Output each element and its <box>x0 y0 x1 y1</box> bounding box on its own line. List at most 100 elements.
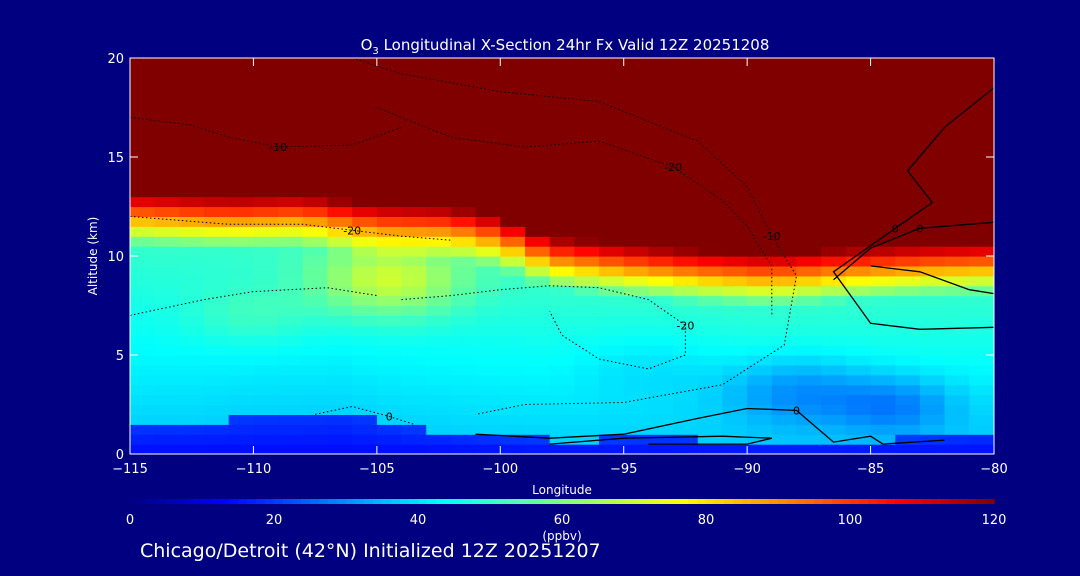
ozone-cell <box>302 87 329 99</box>
ozone-cell <box>919 206 946 217</box>
ozone-cell <box>228 256 254 267</box>
ozone-cell <box>278 226 304 237</box>
ozone-cell <box>895 137 921 148</box>
ozone-cell <box>327 87 353 99</box>
ozone-cell <box>204 77 230 89</box>
y-tick-label: 10 <box>107 250 124 265</box>
ozone-cell <box>500 424 526 435</box>
ozone-cell <box>821 157 847 168</box>
colorbar-segment <box>418 499 428 504</box>
ozone-cell <box>278 246 304 257</box>
ozone-cell <box>450 166 477 178</box>
ozone-cell <box>969 325 994 336</box>
ozone-cell <box>278 394 304 406</box>
ozone-cell <box>278 355 304 366</box>
colorbar-tick-label: 0 <box>126 513 134 528</box>
ozone-cell <box>500 147 526 158</box>
ozone-cell <box>302 384 329 396</box>
ozone-cell <box>401 384 427 396</box>
ozone-cell <box>130 345 156 356</box>
ozone-cell <box>302 315 329 326</box>
ozone-cell <box>450 147 477 158</box>
ozone-cell <box>648 295 674 307</box>
ozone-cell <box>673 97 699 109</box>
ozone-cell <box>204 87 230 99</box>
ozone-cell <box>228 394 254 406</box>
ozone-cell <box>401 127 427 138</box>
ozone-cell <box>821 374 847 386</box>
ozone-cell <box>130 295 156 307</box>
ozone-cell <box>919 434 946 445</box>
ozone-cell <box>870 374 896 386</box>
ozone-cell <box>771 216 798 227</box>
ozone-cell <box>919 414 946 425</box>
ozone-cell <box>401 265 427 277</box>
ozone-cell <box>450 107 477 118</box>
ozone-cell <box>944 236 970 247</box>
ozone-cell <box>204 117 230 128</box>
ozone-cell <box>426 157 452 168</box>
ozone-cell <box>352 295 378 307</box>
ozone-cell <box>895 424 921 435</box>
colorbar-segment <box>598 499 608 504</box>
colorbar-segment <box>922 499 932 504</box>
ozone-cell <box>302 107 329 118</box>
ozone-cell <box>500 345 526 356</box>
colorbar-segment <box>589 499 599 504</box>
ozone-cell <box>845 196 872 208</box>
ozone-cell <box>919 315 946 326</box>
ozone-cell <box>648 117 674 128</box>
colorbar-segment <box>751 499 761 504</box>
ozone-cell <box>969 335 994 346</box>
ozone-cell <box>549 196 575 208</box>
ozone-cell <box>401 285 427 297</box>
contour-line <box>401 285 686 370</box>
ozone-cell <box>845 325 872 336</box>
ozone-cell <box>228 414 254 425</box>
ozone-cell <box>401 414 427 425</box>
ozone-cell <box>401 87 427 99</box>
ozone-cell <box>549 186 575 198</box>
ozone-cell <box>747 335 773 346</box>
ozone-cell <box>722 355 748 366</box>
ozone-cell <box>500 335 526 346</box>
ozone-cell <box>302 58 329 69</box>
ozone-cell <box>870 384 896 396</box>
ozone-cell <box>525 374 551 386</box>
ozone-cell <box>549 414 575 425</box>
ozone-cell <box>154 226 180 237</box>
ozone-cell <box>771 127 798 138</box>
ozone-cell <box>574 97 600 109</box>
ozone-cell <box>549 67 575 79</box>
colorbar-segment <box>337 499 347 504</box>
ozone-cell <box>673 127 699 138</box>
ozone-cell <box>673 157 699 168</box>
colorbar-tick-label: 100 <box>838 513 863 528</box>
ozone-cell <box>574 384 600 396</box>
ozone-cell <box>228 67 254 79</box>
ozone-cell <box>228 107 254 118</box>
ozone-cell <box>204 127 230 138</box>
ozone-cell <box>673 236 699 247</box>
ozone-cell <box>475 117 501 128</box>
colorbar-segment <box>634 499 644 504</box>
ozone-cell <box>179 246 205 257</box>
ozone-cell <box>623 117 649 128</box>
ozone-cell <box>821 206 847 217</box>
ozone-cell <box>648 285 674 297</box>
ozone-cell <box>179 256 205 267</box>
colorbar-segment <box>409 499 419 504</box>
ozone-cell <box>821 424 847 435</box>
ozone-cell <box>253 176 279 188</box>
ozone-cell <box>154 246 180 257</box>
ozone-cell <box>944 374 970 386</box>
ozone-cell <box>352 384 378 396</box>
ozone-cell <box>302 226 329 237</box>
ozone-cell <box>475 166 501 178</box>
ozone-cell <box>821 414 847 425</box>
ozone-cell <box>500 444 526 454</box>
ozone-cell <box>599 364 625 376</box>
ozone-cell <box>376 147 403 158</box>
ozone-cell <box>771 186 798 198</box>
ozone-cell <box>401 206 427 217</box>
